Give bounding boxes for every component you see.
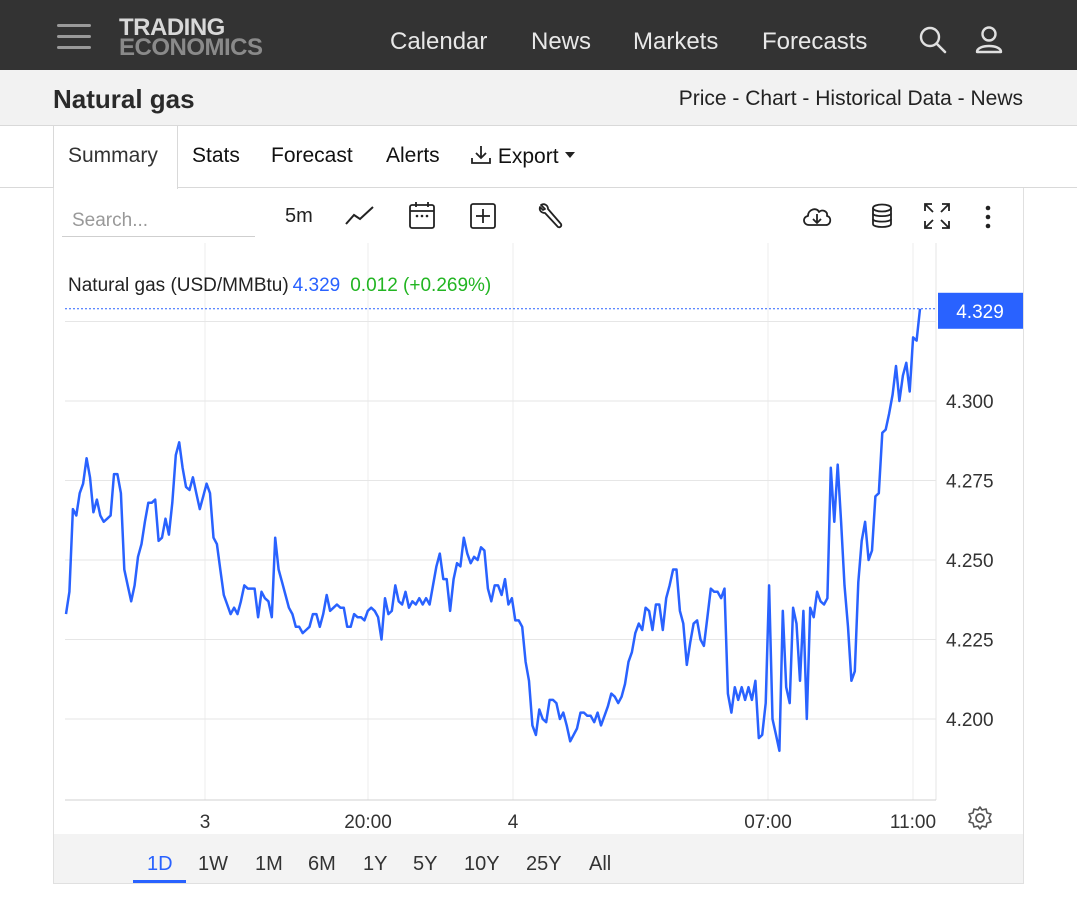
range-all[interactable]: All (589, 853, 612, 875)
logo[interactable]: TRADING ECONOMICS (119, 14, 263, 61)
legend-series-name: Natural gas (USD/MMBtu) (68, 275, 289, 296)
legend-change-pct: (+0.269%) (403, 275, 492, 296)
range-1d[interactable]: 1D (147, 853, 173, 875)
last-price-text: 4.329 (956, 302, 1004, 323)
y-tick-label: 4.250 (946, 551, 994, 572)
page-header (0, 70, 1077, 126)
download-icon (471, 146, 491, 164)
chart-grid (65, 243, 937, 801)
legend-change: 0.012 (350, 275, 398, 296)
y-tick-label: 4.300 (946, 392, 994, 413)
user-icon[interactable] (974, 25, 1004, 55)
x-tick-label: 07:00 (744, 812, 792, 833)
breadcrumb-news[interactable]: News (970, 87, 1023, 110)
page-title: Natural gas (53, 84, 195, 114)
breadcrumb-separator: - (951, 87, 971, 110)
add-compare-icon[interactable] (468, 200, 498, 232)
symbol-search-input[interactable] (62, 206, 255, 237)
range-25y[interactable]: 25Y (526, 853, 562, 875)
line-chart-icon[interactable] (344, 200, 376, 232)
logo-line-1: TRADING (119, 14, 225, 41)
tab-forecast[interactable]: Forecast (271, 144, 353, 167)
range-1y[interactable]: 1Y (363, 853, 388, 875)
range-1m[interactable]: 1M (255, 853, 283, 875)
search-icon[interactable] (918, 25, 948, 55)
caret-down-icon (565, 152, 576, 158)
x-tick-label: 11:00 (890, 812, 936, 833)
breadcrumb-historical-data[interactable]: Historical Data (815, 87, 952, 110)
x-tick-label: 20:00 (344, 812, 392, 833)
breadcrumb-separator: - (796, 87, 816, 110)
fullscreen-icon[interactable] (922, 200, 952, 232)
more-vert-icon[interactable] (978, 200, 998, 232)
range-active-indicator (133, 880, 186, 883)
tab-summary[interactable]: Summary (68, 144, 158, 167)
logo-line-2: ECONOMICS (119, 34, 263, 61)
price-series-line (64, 308, 922, 753)
download-cloud-icon[interactable] (800, 200, 834, 232)
y-tick-label: 4.275 (946, 472, 994, 493)
range-6m[interactable]: 6M (308, 853, 336, 875)
database-icon[interactable] (868, 200, 896, 232)
chart-settings-gear-icon[interactable] (966, 804, 994, 832)
breadcrumb: Price - Chart - Historical Data - News (679, 87, 1023, 111)
export-label: Export (497, 145, 559, 168)
tab-bar (0, 126, 1077, 188)
calendar-icon[interactable] (407, 200, 437, 232)
breadcrumb-separator: - (726, 87, 746, 110)
menu-icon[interactable] (57, 24, 91, 50)
x-tick-label: 3 (200, 812, 211, 833)
y-tick-label: 4.225 (946, 631, 994, 652)
interval-selector[interactable]: 5m (285, 205, 313, 227)
chart-panel (53, 188, 1024, 884)
nav-markets[interactable]: Markets (633, 28, 719, 55)
x-axis: 3 20:00 4 07:00 11:00 (200, 812, 936, 833)
top-nav-bar: TRADING ECONOMICS Calendar News Markets … (0, 0, 1077, 70)
nav-calendar[interactable]: Calendar (390, 28, 488, 55)
last-price-badge (938, 292, 1023, 329)
range-selector (54, 834, 1023, 883)
nav-forecasts[interactable]: Forecasts (762, 28, 868, 55)
tab-alerts[interactable]: Alerts (386, 144, 440, 167)
legend-value: 4.329 (292, 275, 341, 296)
range-10y[interactable]: 10Y (464, 853, 500, 875)
y-tick-label: 4.200 (946, 710, 994, 731)
chart-legend: Natural gas (USD/MMBtu) 4.329 0.012 (+0.26… (68, 275, 491, 297)
y-axis: 4.200 4.225 4.250 4.275 4.300 (946, 392, 994, 731)
x-tick-label: 4 (508, 812, 519, 833)
tab-export[interactable]: Export (470, 144, 576, 169)
tab-active-bg (53, 126, 178, 189)
range-1w[interactable]: 1W (198, 853, 228, 875)
nav-news[interactable]: News (531, 28, 592, 55)
breadcrumb-price[interactable]: Price (678, 87, 727, 110)
range-5y[interactable]: 5Y (413, 853, 438, 875)
last-price-label: 4.329 (938, 292, 1023, 329)
tab-stats[interactable]: Stats (192, 144, 240, 167)
wrench-icon[interactable] (535, 200, 567, 232)
breadcrumb-chart[interactable]: Chart (745, 87, 797, 110)
